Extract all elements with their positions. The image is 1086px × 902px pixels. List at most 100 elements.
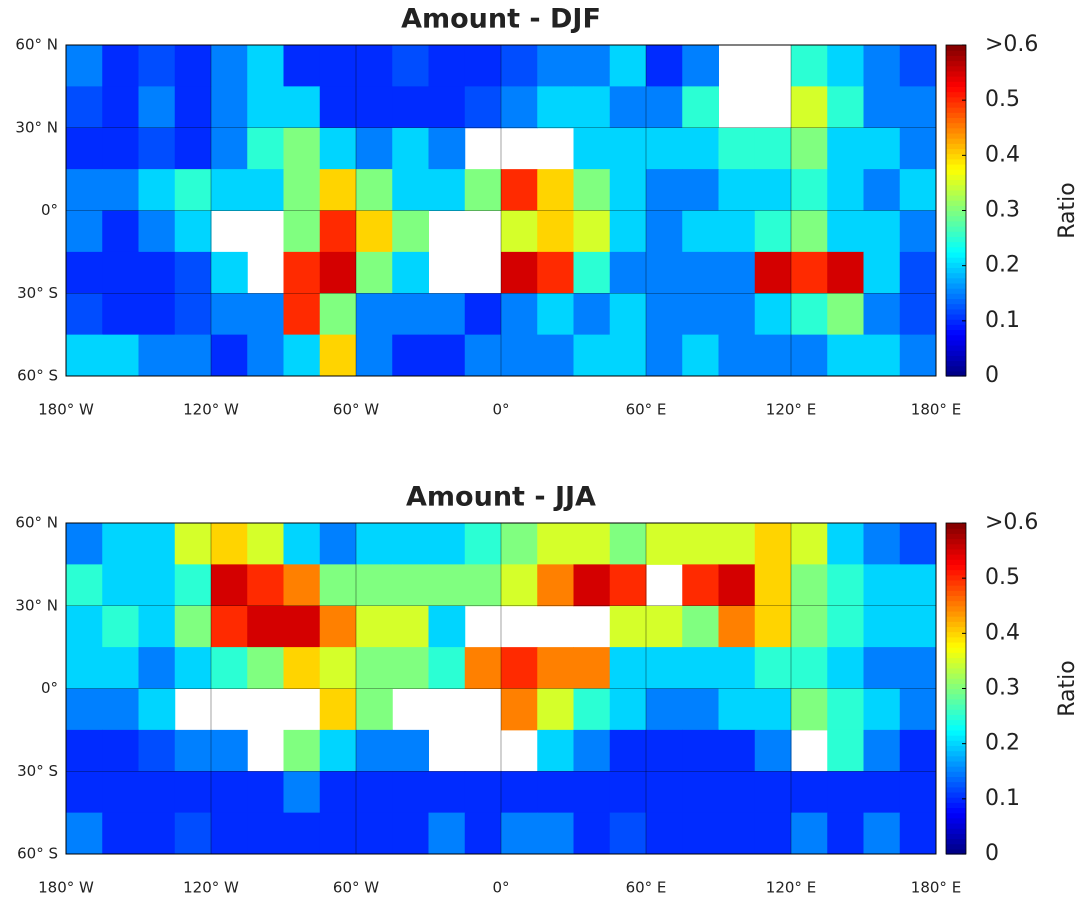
colorbar-swatch <box>946 298 966 305</box>
heat-cell <box>501 771 538 814</box>
heat-cell <box>537 647 574 689</box>
heat-cell <box>138 688 176 731</box>
colorbar-swatch <box>946 65 966 72</box>
colorbar-swatch <box>946 709 966 715</box>
heat-cell <box>138 45 176 87</box>
heat-cell <box>356 605 393 648</box>
heat-cell <box>573 647 611 689</box>
heat-cell <box>247 334 284 377</box>
colorbar-swatch <box>946 848 966 855</box>
heat-cell <box>211 771 248 814</box>
x-tick-label: 60° E <box>626 401 667 419</box>
colorbar-swatch <box>946 797 966 803</box>
heat-cell <box>102 251 139 294</box>
heat-cell <box>682 127 719 170</box>
heat-cell <box>66 564 103 607</box>
heat-cell <box>791 251 828 294</box>
heat-cell <box>501 523 538 565</box>
heat-cell <box>283 647 321 689</box>
heat-cell <box>283 127 321 170</box>
heat-cell <box>899 647 937 689</box>
heat-cell <box>138 210 176 253</box>
heat-cell <box>573 127 611 170</box>
heat-cell <box>464 523 502 565</box>
colorbar-swatch <box>946 360 966 367</box>
heat-cell <box>428 771 466 814</box>
heat-cell <box>682 334 719 377</box>
heat-cell <box>66 523 103 565</box>
heat-cell <box>174 334 212 377</box>
heat-cell <box>718 688 756 731</box>
heat-cell <box>319 812 357 855</box>
heat-cell <box>718 251 756 294</box>
colorbar-swatch <box>946 148 966 155</box>
heat-cell <box>609 334 647 377</box>
colorbar-swatch <box>946 163 966 170</box>
heat-cell <box>791 564 828 607</box>
heat-cell <box>718 210 756 253</box>
colorbar-swatch <box>946 812 966 819</box>
heat-cell <box>718 169 756 211</box>
heat-cell <box>863 771 901 814</box>
colorbar-swatch <box>946 688 966 695</box>
colorbar-swatch <box>946 538 966 545</box>
heat-cell <box>319 647 357 689</box>
heat-cell <box>138 771 176 814</box>
colorbar-swatch <box>946 127 966 134</box>
heat-cell <box>863 688 901 731</box>
heat-cell <box>827 45 864 87</box>
heat-cell <box>356 564 393 607</box>
heat-cell <box>319 688 357 731</box>
heat-cell <box>211 564 248 607</box>
colorbar-swatch <box>946 579 966 586</box>
colorbar-swatch <box>946 112 966 119</box>
heat-cell <box>138 647 176 689</box>
heat-cell <box>718 127 756 170</box>
heat-cell <box>682 86 719 129</box>
heat-cell <box>283 169 321 211</box>
heat-cell <box>899 564 937 607</box>
plot-frame <box>65 44 937 377</box>
colorbar-swatch <box>946 838 966 845</box>
heat-cell <box>537 564 574 607</box>
colorbar-swatch <box>946 215 966 222</box>
heat-cell <box>356 45 393 87</box>
x-tick-label: 60° E <box>626 879 667 897</box>
colorbar-swatch <box>946 158 966 165</box>
heat-cell <box>102 210 139 253</box>
heat-cell <box>827 169 864 211</box>
heat-cell <box>609 127 647 170</box>
heat-cell <box>899 688 937 731</box>
heat-cell <box>102 127 139 170</box>
colorbar-swatch <box>946 616 966 622</box>
heat-cell <box>537 812 574 855</box>
heat-cell <box>609 771 647 814</box>
colorbar-swatch <box>946 267 966 274</box>
heat-cell <box>537 293 574 336</box>
heat-cell <box>174 647 212 689</box>
colorbar-swatch <box>946 554 966 560</box>
colorbar-swatch <box>946 132 966 139</box>
heat-cell <box>283 86 321 129</box>
colorbar-swatch <box>946 771 966 778</box>
x-tick-label: 120° E <box>766 879 816 897</box>
heat-cell <box>863 729 901 772</box>
colorbar-swatch <box>946 329 966 336</box>
heat-cell <box>899 334 937 377</box>
heat-cell <box>609 688 647 731</box>
heat-cell <box>428 812 466 855</box>
colorbar-swatch <box>946 138 966 144</box>
heat-cell <box>501 251 538 294</box>
heat-cell <box>211 293 248 336</box>
heat-cell <box>646 45 683 87</box>
heat-cell <box>609 210 647 253</box>
colorbar-swatch <box>946 107 966 113</box>
heat-cell <box>609 564 647 607</box>
heat-cell <box>899 127 937 170</box>
heat-cell <box>138 605 176 648</box>
heat-cell <box>174 169 212 211</box>
heat-cell <box>501 293 538 336</box>
colorbar-tick-label: 0.1 <box>985 786 1020 811</box>
colorbar-swatch <box>946 766 966 772</box>
heat-cell <box>464 771 502 814</box>
